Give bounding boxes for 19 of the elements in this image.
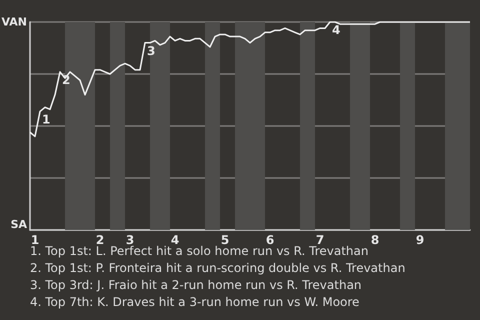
text: 4. Top 7th: K. Draves hit a 3-run home run vs W. Moore (30, 295, 360, 309)
x-tick-label: 3 (126, 233, 134, 247)
text: VAN (2, 16, 27, 28)
x-tick-label: 9 (416, 233, 424, 247)
annotation: 2 (62, 72, 70, 87)
x-tick-label: 4 (170, 233, 180, 247)
text: 2. Top 1st: P. Fronteira hit a run-scoring double vs R. Trevathan (30, 261, 406, 275)
text: SA (10, 218, 28, 231)
annotation: 4 (332, 23, 340, 37)
x-tick-label: 7 (316, 233, 324, 247)
text: 3. Top 3rd: J. Fraio hit a 2-run home run vs R. Trevathan (30, 278, 362, 292)
x-tick-label: 6 (266, 233, 274, 247)
x-tick-label: 1 (30, 233, 40, 247)
x-tick-label: 5 (220, 233, 230, 247)
text: 1. Top 1st: L. Perfect hit a solo home run vs R. Trevathan (30, 244, 368, 258)
annotation: 3 (147, 44, 156, 58)
x-tick-label: 2 (96, 233, 104, 247)
annotation: 1 (42, 112, 50, 126)
x-tick-label: 8 (370, 233, 380, 247)
